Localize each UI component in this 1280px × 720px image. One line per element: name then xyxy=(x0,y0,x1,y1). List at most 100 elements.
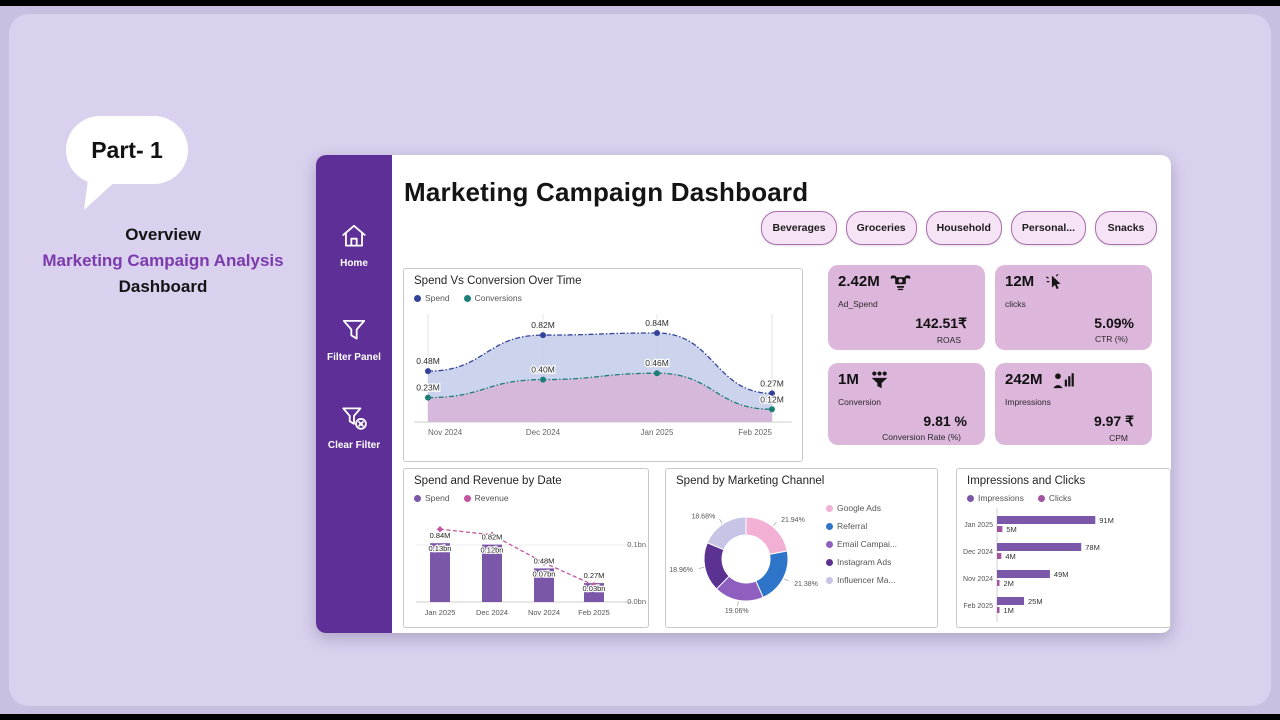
bar-impressions[interactable] xyxy=(997,597,1024,605)
legend-dot xyxy=(414,294,421,302)
kpi-card-clicks[interactable]: 12M clicks 5.09% CTR (%) xyxy=(995,265,1152,350)
sidebar-item-label: Clear Filter xyxy=(327,440,381,451)
data-point[interactable] xyxy=(654,370,660,377)
data-point[interactable] xyxy=(654,329,660,336)
value-label: 25M xyxy=(1028,597,1043,606)
legend-label: Spend xyxy=(425,293,450,303)
filter-pill-personal[interactable]: Personal... xyxy=(1010,211,1086,245)
y-tick-label: 0.1bn xyxy=(627,540,646,549)
bar-clicks[interactable] xyxy=(997,526,1003,532)
kpi-card-ad-spend[interactable]: 2.42M Ad_Spend 142.51₹ ROAS xyxy=(828,265,985,350)
value-label: 0.84M xyxy=(645,318,669,328)
bar-impressions[interactable] xyxy=(997,570,1050,578)
kpi-metric-label: Conversion Rate (%) xyxy=(882,432,961,442)
value-label: 4M xyxy=(1005,552,1015,561)
value-label: 0.46M xyxy=(645,358,669,368)
spend-revenue-plot: 0.84M 0.13bn Jan 2025 0.82M 0.12bn Dec 2024 0.… xyxy=(416,526,646,617)
legend-dot xyxy=(463,494,471,502)
kpi-metric-label: ROAS xyxy=(936,335,961,345)
bar-clicks[interactable] xyxy=(997,607,1000,613)
data-point[interactable] xyxy=(425,394,431,401)
kpi-card-conversion[interactable]: 1M Conversion 9.81 % Conversion Rate (%) xyxy=(828,363,985,445)
channel-donut-plot: 21.94% 21.38% 19.06% 18.96% 18.68% xyxy=(669,514,818,615)
data-point[interactable] xyxy=(769,406,775,413)
legend-item-referral[interactable]: Referral xyxy=(826,521,897,531)
bar-impressions[interactable] xyxy=(997,543,1082,551)
kpi-card-impressions[interactable]: 242M Impressions 9.97 ₹ CPM xyxy=(995,363,1152,445)
sidebar-item-home[interactable]: Home xyxy=(316,221,392,269)
value-label: 0.82M xyxy=(482,533,503,542)
area-conversions[interactable] xyxy=(428,373,772,422)
clear-filter-icon xyxy=(342,407,367,430)
home-icon xyxy=(342,224,366,247)
part-label: Part- 1 xyxy=(91,136,163,163)
spend-revenue-legend: Spend Revenue xyxy=(404,489,648,504)
kpi-metric-value: 9.97 ₹ xyxy=(1093,413,1134,429)
data-point[interactable] xyxy=(425,368,431,375)
revenue-marker[interactable] xyxy=(540,559,548,566)
legend-item-email-campai-[interactable]: Email Campai... xyxy=(826,539,897,549)
kpi-metric-value: 5.09% xyxy=(1094,315,1134,331)
legend-item-influencer-ma-[interactable]: Influencer Ma... xyxy=(826,575,897,585)
channel-donut-chart: Spend by Marketing Channel 21.94% 21.38% 1… xyxy=(665,468,938,628)
legend-item-conversions[interactable]: Conversions xyxy=(463,293,522,303)
sidebar: Home Filter Panel Clear Filter xyxy=(316,155,392,633)
x-tick-label: Jan 2025 xyxy=(425,608,456,617)
legend-item-revenue[interactable]: Revenue xyxy=(463,493,509,503)
kpi-label: Ad_Spend xyxy=(838,299,878,309)
legend-item-spend[interactable]: Spend xyxy=(414,493,450,503)
pct-label: 21.94% xyxy=(781,517,805,524)
data-point[interactable] xyxy=(540,376,546,383)
bar-clicks[interactable] xyxy=(997,580,1000,586)
legend-label: Influencer Ma... xyxy=(837,575,896,585)
kpi-grid: 2.42M Ad_Spend 142.51₹ ROAS 12M xyxy=(828,265,1152,445)
legend-dot xyxy=(826,540,833,548)
legend-dot xyxy=(826,522,833,530)
channel-legend: Google Ads Referral Email Campai... Instagr… xyxy=(826,489,897,585)
filter-pill-household[interactable]: Household xyxy=(925,211,1002,245)
bar-spend[interactable] xyxy=(482,544,502,602)
filter-pill-snacks[interactable]: Snacks xyxy=(1095,211,1157,245)
legend-item-google-ads[interactable]: Google Ads xyxy=(826,503,897,513)
kpi-label: Conversion xyxy=(838,397,881,407)
legend-item-spend[interactable]: Spend xyxy=(414,293,450,303)
legend-item-impressions[interactable]: Impressions xyxy=(967,493,1024,503)
money-with-wings-icon xyxy=(889,273,912,297)
legend-label: Spend xyxy=(425,493,450,503)
kpi-value: 1M xyxy=(838,371,859,388)
legend-item-clicks[interactable]: Clicks xyxy=(1037,493,1072,503)
data-point[interactable] xyxy=(540,332,546,339)
legend-dot xyxy=(967,494,974,502)
value-label: 0.40M xyxy=(531,365,555,375)
impressions-person-icon xyxy=(1052,371,1075,395)
value-label: 0.84M xyxy=(430,531,451,540)
revenue-marker[interactable] xyxy=(488,531,496,538)
bar-spend[interactable] xyxy=(584,583,604,602)
value-label: 0.23M xyxy=(416,383,440,393)
legend-dot xyxy=(826,576,833,584)
legend-label: Revenue xyxy=(474,493,509,503)
sidebar-item-clear-filter[interactable]: Clear Filter xyxy=(316,403,392,451)
value-label: 0.48M xyxy=(534,556,555,565)
x-tick-label: Nov 2024 xyxy=(528,608,560,617)
chart-title: Spend Vs Conversion Over Time xyxy=(414,275,582,287)
legend-label: Referral xyxy=(837,521,868,531)
legend-item-instagram-ads[interactable]: Instagram Ads xyxy=(826,557,897,567)
bar-spend[interactable] xyxy=(430,543,450,602)
bar-impressions[interactable] xyxy=(997,516,1096,524)
sidebar-item-filter-panel[interactable]: Filter Panel xyxy=(316,315,392,363)
kpi-value: 242M xyxy=(1005,371,1043,388)
filter-pill-beverages[interactable]: Beverages xyxy=(761,211,837,245)
revenue-marker[interactable] xyxy=(590,582,598,589)
bar-clicks[interactable] xyxy=(997,553,1002,559)
legend-label: Email Campai... xyxy=(837,539,897,549)
bar-spend[interactable] xyxy=(534,568,554,602)
pie-slice-1[interactable] xyxy=(755,550,789,599)
pie-slice-4[interactable] xyxy=(706,516,747,551)
legend-label: Instagram Ads xyxy=(837,557,892,567)
data-point[interactable] xyxy=(769,390,775,397)
filter-pill-groceries[interactable]: Groceries xyxy=(845,211,917,245)
y-tick-label: Dec 2024 xyxy=(963,549,993,556)
x-tick-label: Feb 2025 xyxy=(738,428,772,437)
kpi-label: Impressions xyxy=(1005,397,1051,407)
